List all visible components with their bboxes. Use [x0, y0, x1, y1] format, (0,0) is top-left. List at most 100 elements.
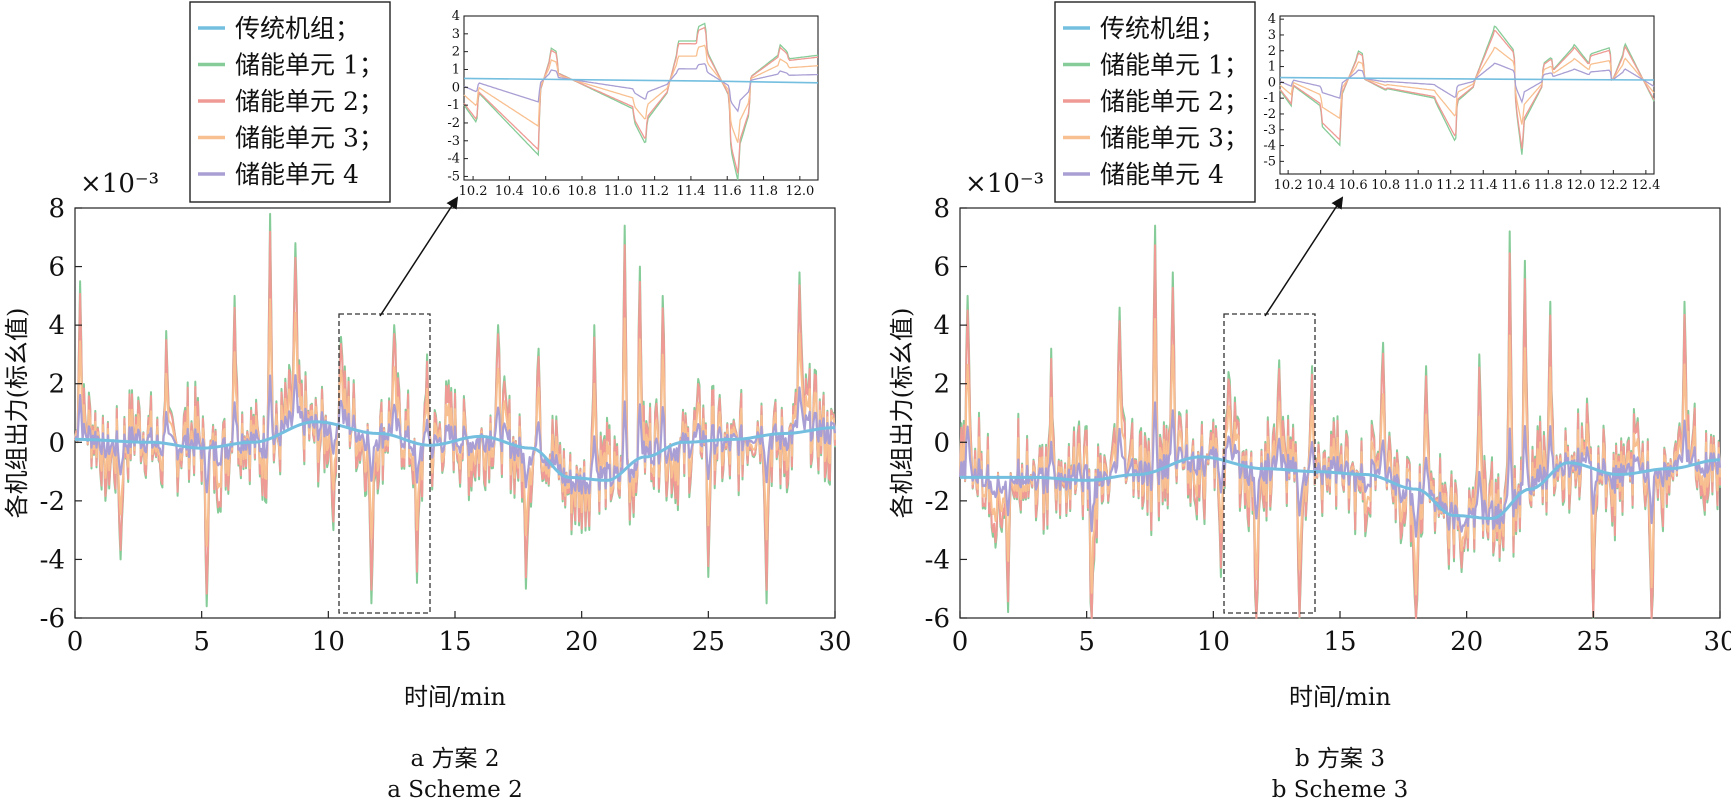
- series-line-储能单元4: [958, 401, 1722, 538]
- legend-label: 储能单元 4: [235, 160, 359, 189]
- inset-y-tick-label: 2: [452, 45, 460, 60]
- panel-b-xlabel: 时间/min: [1289, 683, 1391, 711]
- panel-a-zoom-arrow: [379, 196, 459, 317]
- inset-x-tick-label: 11.4: [1469, 178, 1498, 193]
- inset-y-tick-label: 3: [1268, 28, 1276, 43]
- inset-y-tick-label: -2: [447, 116, 460, 131]
- inset-y-tick-label: -1: [1263, 91, 1276, 106]
- x-tick-label: 0: [952, 627, 969, 657]
- inset-y-tick-label: 4: [1268, 12, 1276, 27]
- panel-a-ylabel: 各机组出力(标幺值): [3, 308, 31, 519]
- inset-x-tick-label: 11.8: [749, 184, 778, 199]
- panel-b-scale-label: ×10⁻³: [965, 169, 1044, 199]
- x-tick-label: 20: [1450, 627, 1483, 657]
- x-tick-label: 20: [565, 627, 598, 657]
- x-tick-label: 10: [312, 627, 345, 657]
- inset-y-tick-label: 1: [452, 62, 460, 77]
- y-tick-label: -6: [925, 604, 950, 634]
- inset-y-tick-label: 0: [452, 80, 460, 95]
- panel-b-inset: 10.2 10.4 10.6 10.8 11.0 11.2 11.4 11.6 11.8 12.0…: [1263, 12, 1660, 193]
- y-tick-label: 2: [933, 370, 950, 400]
- y-tick-label: -4: [925, 545, 950, 575]
- inset-x-tick-label: 12.0: [1566, 178, 1595, 193]
- panel-a-xlabel: 时间/min: [404, 683, 506, 711]
- inset-series-line-储能单元4: [1279, 62, 1655, 104]
- inset-y-tick-label: -5: [447, 169, 460, 184]
- legend-label: 储能单元 1；: [1100, 51, 1249, 80]
- inset-series-line-传统机组: [463, 77, 819, 84]
- inset-x-tick-label: 10.4: [495, 184, 524, 199]
- inset-x-tick-label: 11.6: [713, 184, 742, 199]
- inset-x-tick-label: 11.4: [676, 184, 705, 199]
- y-tick-label: -2: [40, 487, 65, 517]
- x-tick-label: 10: [1197, 627, 1230, 657]
- y-tick-label: -2: [925, 487, 950, 517]
- legend-label: 储能单元 1；: [235, 51, 384, 80]
- inset-y-tick-label: -1: [447, 98, 460, 113]
- x-tick-label: 5: [193, 627, 210, 657]
- series-line-传统机组: [75, 420, 836, 482]
- y-tick-label: 8: [48, 194, 65, 224]
- panel-a-scale-label: ×10⁻³: [80, 169, 159, 199]
- inset-x-tick-label: 11.0: [604, 184, 633, 199]
- inset-series-line-储能单元2: [463, 26, 819, 174]
- x-tick-label: 0: [67, 627, 84, 657]
- panel-a-caption-en: a Scheme 2: [387, 777, 522, 803]
- inset-x-tick-label: 10.8: [568, 184, 597, 199]
- inset-x-tick-label: 11.2: [1436, 178, 1465, 193]
- y-tick-label: -4: [40, 545, 65, 575]
- legend-label: 储能单元 3；: [235, 124, 384, 153]
- inset-x-tick-label: 11.0: [1404, 178, 1433, 193]
- inset-x-tick-label: 10.2: [1274, 178, 1303, 193]
- y-tick-label: -6: [40, 604, 65, 634]
- series-line-储能单元4: [74, 374, 837, 495]
- legend-label: 储能单元 2；: [1100, 87, 1249, 116]
- panel-a-inset: 10.2 10.4 10.6 10.8 11.0 11.2 11.4 11.6 11.8 12.0…: [447, 9, 819, 199]
- panel-a-legend: 传统机组； 储能单元 1； 储能单元 2； 储能单元 3； 储能单元 4: [189, 1, 391, 203]
- y-tick-label: 6: [933, 253, 950, 283]
- panel-a-zoom-box: [338, 313, 431, 614]
- y-tick-label: 6: [48, 253, 65, 283]
- inset-y-tick-label: -4: [1263, 139, 1276, 154]
- x-tick-label: 25: [1577, 627, 1610, 657]
- y-tick-label: 8: [933, 194, 950, 224]
- legend-label: 储能单元 2；: [235, 87, 384, 116]
- inset-x-tick-label: 10.4: [1306, 178, 1335, 193]
- inset-x-tick-label: 12.4: [1631, 178, 1660, 193]
- inset-x-tick-label: 12.0: [785, 184, 814, 199]
- series-line-储能单元1: [74, 212, 836, 608]
- inset-x-tick-label: 11.2: [640, 184, 669, 199]
- inset-y-tick-label: 4: [452, 9, 460, 24]
- inset-y-tick-label: -3: [447, 134, 460, 149]
- inset-y-tick-label: 1: [1268, 60, 1276, 75]
- legend-label: 储能单元 4: [1100, 160, 1224, 189]
- panel-b-axes: 0 5 10 15 20 25 30 -6 -4 -2 0 2 4 6 8: [925, 194, 1731, 657]
- inset-y-tick-label: -2: [1263, 107, 1276, 122]
- inset-y-tick-label: 0: [1268, 75, 1276, 90]
- x-tick-label: 30: [1703, 627, 1731, 657]
- series-line-储能单元3: [74, 298, 836, 548]
- inset-y-tick-label: 2: [1268, 44, 1276, 59]
- inset-x-tick-label: 10.6: [531, 184, 560, 199]
- inset-y-tick-label: -4: [447, 152, 460, 167]
- panel-a-series: [74, 212, 837, 608]
- panel-b-caption-en: b Scheme 3: [1272, 777, 1408, 803]
- x-tick-label: 30: [818, 627, 851, 657]
- y-tick-label: 4: [48, 311, 65, 341]
- inset-series-line-储能单元3: [1279, 46, 1655, 125]
- panel-a-axes: 0 5 10 15 20 25 30 -6 -4 -2 0 2 4 6 8: [40, 194, 852, 657]
- series-line-传统机组: [960, 455, 1720, 520]
- panel-a-chart: 0 5 10 15 20 25 30 -6 -4 -2 0 2 4 6 8 ×10⁻³ 各机组出力(标幺值)…: [3, 1, 852, 803]
- panel-b-legend: 传统机组； 储能单元 1； 储能单元 2； 储能单元 3； 储能单元 4: [1054, 1, 1256, 203]
- inset-series-line-传统机组: [1279, 76, 1655, 81]
- x-tick-label: 25: [692, 627, 725, 657]
- panel-b-zoom-box: [1223, 313, 1316, 614]
- x-tick-label: 15: [438, 627, 471, 657]
- y-tick-label: 2: [48, 370, 65, 400]
- legend-label: 传统机组；: [235, 14, 360, 43]
- series-line-储能单元2: [959, 244, 1721, 619]
- inset-x-tick-label: 10.6: [1339, 178, 1368, 193]
- inset-y-tick-label: -5: [1263, 154, 1276, 169]
